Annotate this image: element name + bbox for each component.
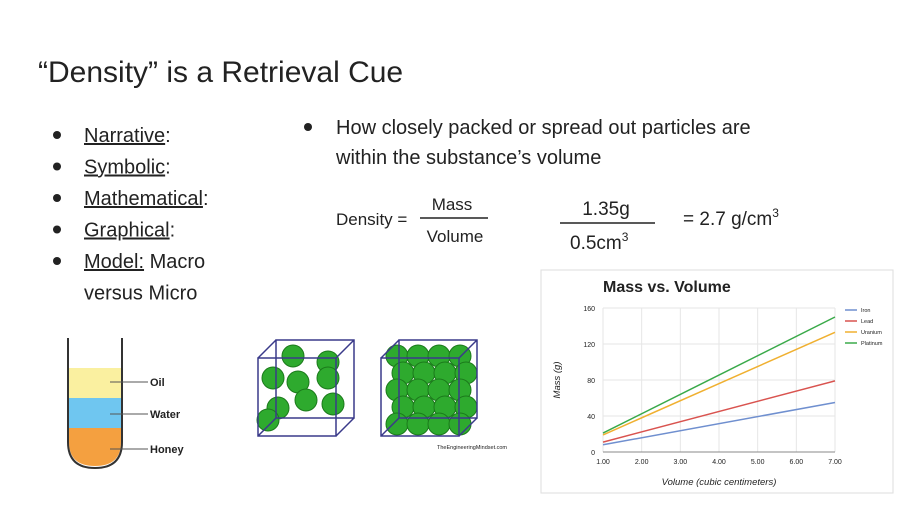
bullet-dot [53,162,61,171]
legend-label: Lead [861,319,873,325]
text: = 2.7 g/cm [683,209,772,230]
x-tick-label: 4.00 [712,459,726,466]
bullet-term: Model: [84,251,144,273]
bullet-dot [53,131,61,139]
particle [294,388,318,412]
superscript: 3 [622,230,629,244]
bullet-term: Mathematical [84,188,203,210]
x-tick-label: 2.00 [635,459,649,466]
credit: TheEngineeringMindset.com [437,445,507,451]
bullet-dot [53,194,61,202]
bullet: Graphical: [84,220,175,242]
beaker: Oil Water Honey [67,338,185,470]
honey-layer [69,428,121,466]
bullet-dot [304,123,312,131]
series-line [602,316,836,434]
bullet-rest: : [165,157,171,179]
formula: Density = Mass Volume 1.35g 0.5cm3 = 2.7… [336,195,779,254]
x-tick-label: 6.00 [790,459,804,466]
bullet-term: Narrative [84,125,165,147]
y-tick-label: 160 [583,306,595,313]
label: Oil [150,377,165,389]
particle [427,412,451,436]
tube [67,338,123,470]
legend-label: Uranium [861,330,882,336]
y-tick-label: 0 [591,450,595,457]
series-line [602,331,836,436]
particle [316,366,340,390]
bullet: Mathematical: [84,188,209,210]
bullet-term: Graphical [84,220,170,242]
particle [261,366,285,390]
series-line [602,380,836,443]
bullet-line: How closely packed or spread out particl… [336,117,751,139]
particle [281,344,305,368]
y-axis-label: Mass (g) [552,362,563,399]
legend-label: Platinum [861,341,883,347]
particle [448,412,472,436]
particle [256,408,280,432]
bullet-continuation: versus Micro [84,283,197,305]
cube [257,339,355,437]
particle-cubes: TheEngineeringMindset.com [256,339,507,451]
x-tick-label: 3.00 [674,459,688,466]
particle [385,412,409,436]
label: Water [150,409,181,421]
bullet: Model: Macro [84,251,205,273]
series-line [602,401,836,446]
y-tick-label: 80 [587,378,595,385]
bullet-dot [53,257,61,265]
slide-title: “Density” is a Retrieval Cue [38,56,403,89]
bullet-rest: : [170,220,176,242]
bullet: Narrative: [84,125,171,147]
x-tick-label: 7.00 [828,459,842,466]
bullet: Symbolic: [84,157,171,179]
x-axis-label: Volume (cubic centimeters) [662,477,777,488]
label: Honey [150,444,185,456]
result: = 2.7 g/cm3 [683,206,779,230]
oil-layer [69,368,121,398]
bullet-line: within the substance’s volume [335,147,601,169]
particle [406,412,430,436]
particle [321,392,345,416]
x-tick-label: 1.00 [596,459,610,466]
bullet-term: Symbolic [84,157,165,179]
text: 0.5cm [570,233,622,254]
cube [380,339,478,437]
example-numerator: 1.35g [582,199,630,220]
x-tick-label: 5.00 [751,459,765,466]
y-tick-label: 40 [587,414,595,421]
bullet-rest: : [165,125,171,147]
water-layer [69,398,121,428]
example-denominator: 0.5cm3 [570,230,629,254]
superscript: 3 [772,206,779,220]
formula-lhs: Density = [336,210,407,229]
bullet-rest: Macro [144,251,205,273]
numerator: Mass [432,195,473,214]
denominator: Volume [427,227,484,246]
y-tick-label: 120 [583,342,595,349]
bullet-rest: : [203,188,209,210]
bullet-dot [53,225,61,234]
chart-title: Mass vs. Volume [603,279,731,296]
legend-label: Iron [861,308,870,314]
